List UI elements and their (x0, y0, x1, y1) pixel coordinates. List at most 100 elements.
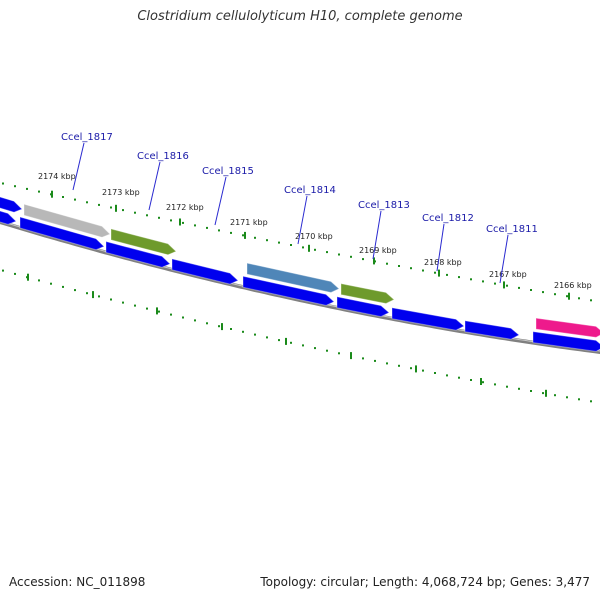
major-tick (480, 378, 482, 385)
minor-tick (326, 251, 328, 254)
gene-label[interactable]: Ccel_1813 (358, 200, 410, 211)
minor-tick (230, 231, 232, 234)
minor-tick (170, 219, 172, 222)
pseudogene-feature-sheen (23, 203, 111, 238)
major-tick (92, 291, 94, 299)
major-tick (503, 281, 505, 289)
map-title: Clostridium cellulolyticum H10, complete… (137, 9, 463, 24)
gene-feature (246, 262, 340, 294)
major-tick (415, 365, 417, 373)
minor-tick (62, 285, 64, 288)
pseudogene-feature-body (24, 204, 110, 238)
gene-label[interactable]: Ccel_1812 (422, 213, 474, 224)
minor-tick (278, 339, 280, 342)
kbp-label: 2167 kbp (489, 270, 527, 279)
minor-tick (326, 349, 328, 352)
minor-tick (314, 347, 316, 350)
gene-label[interactable]: Ccel_1811 (486, 224, 538, 235)
minor-tick (158, 216, 160, 219)
minor-tick (110, 298, 112, 301)
minor-tick (314, 248, 316, 251)
cds-arrow-body (0, 197, 22, 213)
cds-arrow (242, 275, 335, 306)
minor-tick (338, 352, 340, 355)
minor-tick (62, 196, 64, 198)
minor-tick (554, 293, 556, 296)
minor-tick (290, 341, 292, 344)
major-tick (179, 218, 181, 226)
minor-tick (374, 359, 376, 362)
minor-tick (50, 282, 52, 285)
minor-tick (254, 236, 256, 239)
cds-arrow-body (465, 320, 519, 340)
minor-tick (434, 372, 436, 374)
cds-arrow (464, 320, 520, 340)
cds-arrow-body (0, 211, 16, 225)
cds-arrow (171, 258, 239, 285)
cds-arrow-body (392, 307, 464, 331)
gene-feature (535, 317, 600, 338)
major-tick (221, 323, 223, 331)
minor-tick (542, 392, 544, 395)
minor-tick (386, 362, 388, 365)
minor-tick (578, 297, 580, 300)
gene-feature-body (111, 228, 176, 255)
kbp-label: 2166 kbp (554, 281, 592, 290)
kbp-label: 2173 kbp (102, 188, 140, 197)
minor-tick (14, 272, 16, 275)
leader-line (148, 161, 161, 211)
minor-tick (590, 400, 592, 403)
minor-tick (266, 336, 268, 339)
minor-tick (530, 390, 532, 392)
gene-label[interactable]: Ccel_1815 (202, 166, 254, 177)
cds-arrow-sheen (336, 296, 390, 318)
minor-tick (410, 367, 412, 370)
leader-line (372, 210, 382, 260)
inner-tick-track (2, 269, 592, 403)
minor-tick (86, 292, 88, 295)
minor-tick (98, 295, 100, 298)
major-tick (438, 269, 440, 277)
minor-tick (14, 185, 16, 188)
minor-tick (578, 398, 580, 401)
gene-feature-body (247, 263, 339, 293)
cds-arrow (336, 296, 390, 318)
minor-tick (242, 234, 244, 237)
minor-tick (146, 307, 148, 310)
minor-tick (542, 291, 544, 294)
minor-tick (590, 299, 592, 302)
gene-feature-sheen (246, 262, 340, 294)
minor-tick (182, 316, 184, 319)
major-tick (51, 190, 53, 198)
cds-arrow-body (20, 217, 104, 250)
leader-line (72, 142, 85, 191)
minor-tick (302, 246, 304, 249)
minor-tick (290, 244, 292, 246)
gene-label[interactable]: Ccel_1814 (284, 185, 336, 196)
gene-label[interactable]: Ccel_1817 (61, 132, 113, 143)
cds-arrow (0, 196, 23, 213)
minor-tick (74, 289, 76, 292)
cds-arrow-body (337, 296, 389, 317)
gene-label[interactable]: Ccel_1816 (137, 151, 189, 162)
minor-tick (350, 255, 352, 258)
major-tick (156, 307, 158, 315)
leader-line-group (72, 142, 509, 284)
kbp-label: 2169 kbp (359, 246, 397, 255)
minor-tick (566, 295, 568, 298)
gene-feature-sheen (340, 282, 395, 305)
minor-tick (554, 394, 556, 397)
cds-arrow-body (533, 331, 600, 352)
cds-arrow-body (106, 241, 170, 268)
minor-tick (182, 221, 184, 224)
minor-tick (206, 322, 208, 325)
minor-tick (134, 304, 136, 307)
cds-arrow-sheen (19, 216, 105, 251)
minor-tick (518, 387, 520, 390)
minor-tick (170, 313, 172, 316)
minor-tick (458, 276, 460, 279)
major-tick (244, 231, 246, 239)
minor-tick (434, 271, 436, 274)
minor-tick (2, 269, 4, 272)
cds-track (0, 210, 600, 352)
